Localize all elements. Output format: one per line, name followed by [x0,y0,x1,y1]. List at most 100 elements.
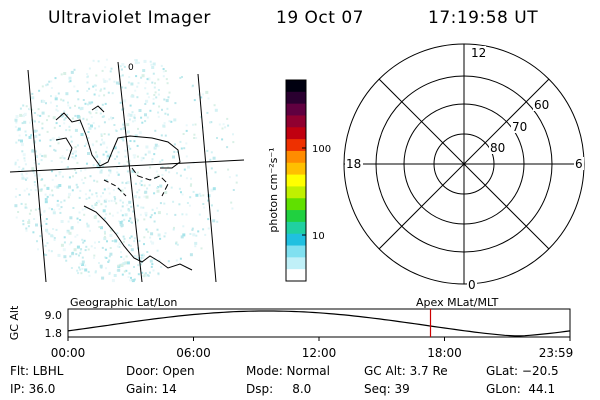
speckle [46,231,49,234]
speckle [207,97,210,100]
speckle [122,139,125,142]
speckle [105,267,107,270]
coastline [91,105,105,113]
speckle [156,249,159,252]
speckle [150,63,153,66]
label-backdrop [467,278,477,291]
speckle [49,101,52,104]
speckle [91,193,94,196]
speckle [117,173,120,176]
speckle [18,194,21,196]
speckle [170,186,173,189]
speckle [20,143,24,147]
speckle [176,243,179,246]
speckle [109,70,112,73]
grid-label: 0 [128,63,134,73]
speckle [21,176,25,180]
speckle [144,87,147,90]
speckle [160,266,163,268]
speckle [77,221,80,224]
speckle [147,77,151,81]
speckle [87,152,90,155]
speckle [42,100,46,103]
speckle [18,166,21,169]
speckle [35,185,38,188]
speckle [80,248,83,251]
speckle [36,129,38,132]
speckle [93,215,97,219]
speckle [195,137,198,139]
speckle [141,121,144,124]
speckle [53,208,56,211]
speckle [206,172,209,174]
speckle [121,214,124,217]
speckle [59,211,62,214]
speckle [121,63,125,66]
colorbar-cell [286,210,306,223]
speckle [224,126,227,129]
speckle [147,230,150,233]
speckle [126,170,129,173]
speckle [100,133,103,136]
speckle [142,253,145,256]
dsp-readout: Dsp: 8.0 [246,382,312,396]
speckle [58,136,61,139]
speckle [33,112,36,114]
speckle [133,278,136,281]
speckle [105,179,108,182]
speckle [60,206,63,209]
speckle [99,112,102,115]
speckle [176,172,178,175]
speckle [103,79,107,83]
speckle [33,171,36,174]
speckle [62,248,66,252]
speckle [63,236,66,239]
speckle [86,141,89,144]
speckle [101,276,105,280]
speckle [216,220,219,223]
speckle [23,159,26,162]
speckle [44,193,47,196]
speckle [79,219,82,221]
speckle [144,113,147,117]
speckle [46,130,49,133]
speckle [100,203,103,206]
speckle [149,109,152,112]
speckle [44,200,48,204]
alt-xtick-label: 12:00 [302,346,337,360]
colorbar-unit-label: photon cm⁻²s⁻¹ [267,147,280,232]
speckle [190,177,192,180]
speckle [108,272,111,275]
speckle [125,182,128,185]
speckle [15,141,18,144]
speckle [167,166,170,169]
colorbar-cell [286,139,306,152]
speckle [179,257,182,260]
colorbar-tick-label: 100 [312,144,331,155]
speckle [150,265,153,268]
speckle [210,204,213,207]
speckle [120,251,122,254]
speckle [129,159,132,162]
speckle [60,220,64,223]
speckle [60,243,64,247]
speckle [116,171,119,174]
speckle [151,160,154,163]
speckle [68,185,71,189]
speckle [57,253,61,257]
speckle [143,273,146,276]
speckle [96,180,99,183]
speckle [58,184,62,187]
speckle [132,154,135,157]
speckle [126,180,130,184]
speckle [135,75,138,78]
speckle [71,251,74,254]
speckle [181,76,183,78]
speckle [31,108,34,111]
speckle [19,113,23,117]
speckle [193,133,196,136]
polar-spoke [378,78,550,250]
speckle [230,201,233,204]
speckle [167,96,170,99]
